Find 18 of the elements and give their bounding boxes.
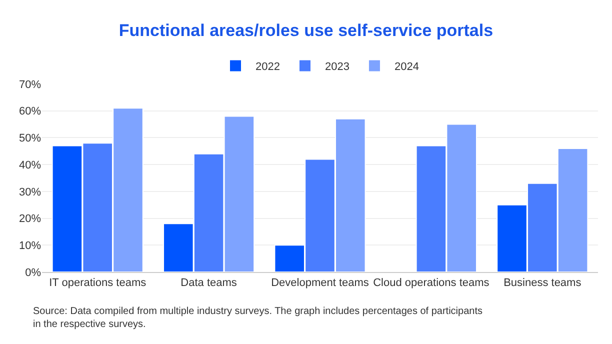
- y-tick-label: 50%: [18, 132, 42, 145]
- x-tick-label: Cloud operations teams: [373, 277, 490, 290]
- x-tick-label: Data teams: [180, 277, 238, 290]
- legend-label: 2023: [324, 61, 350, 74]
- source-note: Source: Data compiled from multiple industry surveys. The graph includes percentages of participants in the respective surveys.: [33, 306, 482, 330]
- chart-title: Functional areas/roles use self-service portals: [118, 20, 494, 40]
- x-tick-label: IT operations teams: [49, 277, 147, 290]
- x-tick-label: Development teams: [271, 277, 370, 290]
- y-tick-label: 30%: [18, 186, 42, 198]
- y-tick-label: 70%: [18, 78, 42, 91]
- legend-label: 2024: [394, 61, 419, 74]
- y-tick-label: 40%: [18, 159, 42, 172]
- y-tick-label: 60%: [18, 106, 42, 118]
- x-tick-label: Business teams: [504, 277, 582, 290]
- legend-label: 2022: [256, 61, 280, 74]
- y-tick-label: 10%: [18, 240, 42, 252]
- y-tick-label: 0%: [25, 266, 42, 279]
- y-tick-label: 20%: [18, 213, 42, 226]
